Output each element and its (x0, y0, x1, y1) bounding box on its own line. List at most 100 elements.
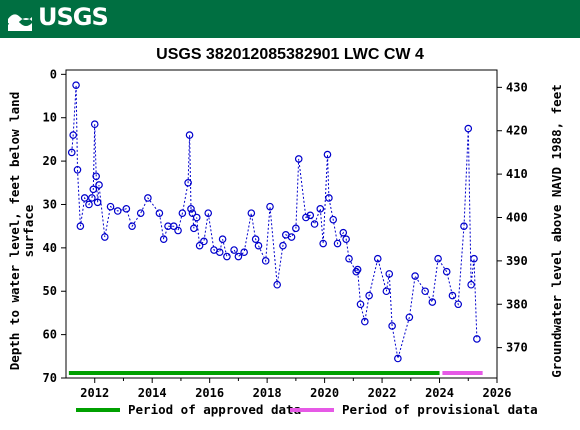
data-point (192, 213, 201, 222)
data-point (122, 205, 131, 213)
data-point (169, 222, 178, 230)
data-point (319, 239, 327, 248)
data-point (261, 257, 270, 265)
data-point (113, 207, 122, 215)
y-right-tick-label: 410 (506, 167, 528, 181)
data-point (178, 209, 187, 217)
x-tick-label: 2012 (80, 386, 109, 400)
y-right-tick-label: 380 (506, 297, 528, 311)
data-point (279, 241, 287, 250)
data-point (188, 209, 197, 217)
data-point (159, 235, 168, 243)
data-point (76, 222, 85, 230)
legend-provisional-label: Period of provisional data (342, 402, 538, 417)
data-point (460, 222, 468, 230)
data-point (394, 354, 402, 363)
data-point (356, 300, 365, 309)
chart-title: USGS 382012085382901 LWC CW 4 (156, 46, 424, 63)
data-point (361, 317, 369, 326)
data-point (385, 270, 394, 278)
data-point (353, 265, 362, 274)
data-point (339, 228, 348, 237)
data-point (405, 313, 414, 322)
data-point (292, 224, 300, 233)
legend: Period of approved data Period of provis… (76, 402, 538, 417)
data-point (388, 322, 396, 330)
plot-frame (65, 69, 498, 379)
data-point (310, 220, 319, 228)
data-point (190, 224, 198, 233)
data-point (136, 209, 145, 217)
data-point (72, 81, 80, 89)
data-point (294, 155, 303, 163)
y-left-tick-label: 40 (43, 241, 57, 255)
x-tick-label: 2016 (195, 386, 224, 400)
data-point (302, 213, 310, 222)
series-line (71, 85, 478, 359)
y-left-tick-label: 20 (43, 154, 57, 168)
x-tick-label: 2018 (253, 386, 282, 400)
data-point (247, 209, 256, 217)
data-point (473, 335, 481, 343)
data-point (67, 148, 76, 157)
data-point (93, 198, 102, 207)
data-point (187, 205, 195, 213)
data-point (155, 209, 164, 217)
usgs-wave-logo-icon (8, 14, 32, 31)
y-axis-right-label: Groundwater level above NAVD 1988, feet (549, 84, 564, 378)
data-point (204, 209, 213, 217)
legend-approved-label: Period of approved data (128, 402, 301, 417)
data-point (240, 248, 248, 256)
usgs-logo-text: USGS (38, 3, 109, 31)
data-point (411, 272, 419, 280)
usgs-header-banner: USGS (0, 0, 580, 38)
y-axis-left-label-line2: surface (21, 204, 36, 257)
data-point (100, 233, 109, 241)
data-point (80, 194, 89, 202)
y-axis-left: 0 10 20 30 40 50 60 70 (43, 67, 66, 385)
data-point (333, 239, 342, 248)
data-point (464, 124, 473, 133)
data-point (428, 298, 437, 306)
data-point (218, 235, 227, 243)
y-left-tick-label: 50 (43, 284, 57, 298)
water-level-series (67, 81, 481, 363)
data-point (144, 194, 152, 202)
data-point (174, 226, 182, 235)
data-point (200, 237, 208, 246)
data-point (254, 241, 263, 250)
data-point (365, 291, 373, 300)
data-point (215, 248, 224, 256)
data-point (329, 215, 338, 224)
data-point (273, 280, 281, 289)
data-point (90, 120, 99, 129)
data-point (88, 194, 96, 202)
x-tick-label: 2020 (310, 386, 339, 400)
data-point (467, 280, 475, 289)
data-point (85, 200, 93, 209)
y-left-tick-label: 10 (43, 111, 57, 125)
y-left-tick-label: 70 (43, 371, 57, 385)
y-right-tick-label: 390 (506, 254, 528, 268)
data-point (251, 235, 260, 243)
data-point (442, 267, 451, 276)
x-axis: 2012 2014 2016 2018 2020 2022 2024 2026 (80, 378, 511, 400)
data-point (95, 181, 103, 189)
data-point (223, 252, 231, 261)
x-tick-label: 2026 (483, 386, 512, 400)
data-point (234, 252, 243, 261)
data-point (373, 254, 382, 263)
data-point (454, 300, 463, 309)
data-point (434, 254, 442, 263)
data-point (185, 131, 194, 139)
data-point (92, 172, 100, 181)
data-point (323, 150, 332, 159)
data-point (448, 291, 457, 300)
data-point (325, 194, 333, 202)
y-left-tick-label: 60 (43, 328, 57, 342)
data-point (345, 254, 353, 263)
data-point (128, 222, 136, 230)
data-point (69, 131, 77, 139)
data-point (470, 254, 478, 263)
